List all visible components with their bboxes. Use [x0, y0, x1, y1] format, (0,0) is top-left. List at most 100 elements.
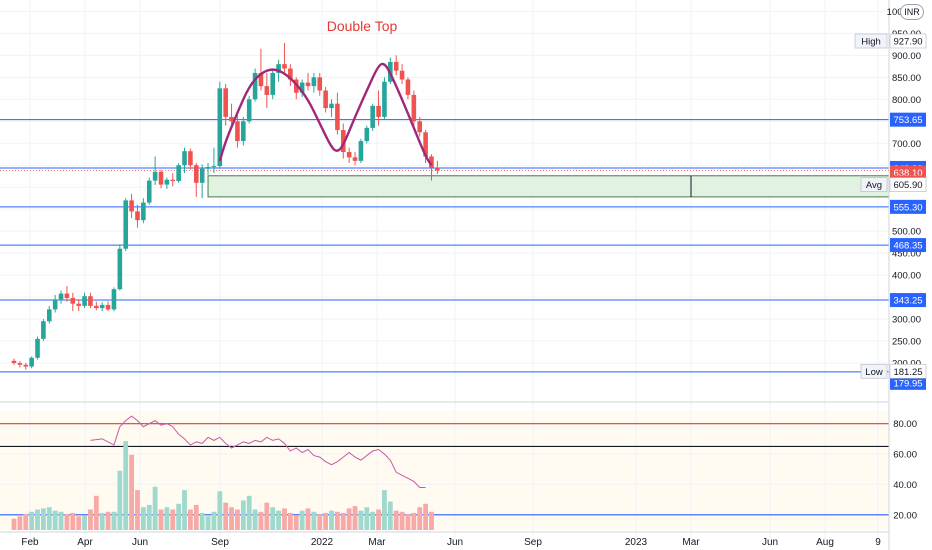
volume-bar: [235, 509, 240, 530]
volume-bar: [193, 504, 199, 530]
volume-bar: [129, 454, 134, 530]
price-tag: 179.95: [890, 375, 926, 390]
candle-body: [211, 166, 217, 168]
price-tag-box: [890, 112, 926, 127]
candle-body: [41, 321, 46, 339]
double-top-curve: [218, 62, 433, 166]
candle-body: [123, 200, 129, 249]
price-tag-box: [890, 238, 926, 253]
volume-bar: [358, 510, 364, 530]
volume-bar: [323, 512, 329, 530]
price-tag: High 927.90: [854, 33, 927, 49]
candle-body: [117, 248, 123, 290]
candle-body: [246, 99, 252, 122]
volume-bar: [264, 502, 270, 530]
volume-bar: [287, 512, 293, 530]
candle-body: [152, 171, 158, 181]
volume-bar: [317, 514, 323, 530]
price-tag-value: 555.30: [893, 202, 922, 213]
volume-bar: [105, 511, 111, 530]
volume-bar: [88, 509, 93, 530]
volume-bar: [158, 509, 164, 530]
price-tag: Avg 605.90: [860, 177, 927, 192]
candle-body: [217, 88, 223, 167]
candle-body: [411, 94, 417, 122]
x-tick-label: 2022: [311, 537, 334, 548]
volume-bar: [11, 518, 17, 530]
support-zone-box: [207, 175, 890, 198]
volume-bar: [417, 507, 423, 530]
candle-body: [82, 296, 87, 306]
price-tag: 468.35: [890, 238, 926, 253]
volume-bar: [293, 515, 299, 530]
volume-bar: [164, 507, 170, 530]
volume-bar: [282, 508, 287, 530]
volume-bar: [229, 507, 234, 530]
volume-bar: [411, 512, 417, 530]
candle-body: [70, 297, 76, 304]
candle-body: [193, 165, 199, 183]
volume-bar: [76, 516, 82, 530]
candle-body: [88, 296, 93, 306]
volume-bar: [393, 510, 399, 530]
volume-bar: [252, 509, 258, 530]
rsi-line: [90, 415, 426, 488]
support-zone: [207, 175, 890, 198]
volume-bar: [64, 514, 70, 530]
candle-body: [241, 121, 246, 142]
rsi-tick-label: 80.00: [893, 419, 917, 430]
price-tag-label: Low: [865, 367, 883, 378]
candle-body: [176, 165, 181, 182]
candle-body: [146, 180, 152, 203]
candle-body: [170, 179, 176, 182]
volume-bar: [176, 503, 182, 530]
volume-bar: [117, 470, 123, 530]
price-tag-label: High: [861, 37, 881, 48]
candle-body: [99, 305, 105, 309]
price-tag-value: 343.25: [893, 296, 922, 307]
candle-body: [229, 116, 234, 122]
volume-bar: [199, 512, 205, 530]
candle-body: [276, 64, 281, 73]
candles: [11, 43, 440, 370]
x-tick-label: Jun: [447, 537, 463, 548]
volume-bar: [370, 511, 376, 530]
candle-body: [11, 360, 17, 364]
y-tick-label: 300.00: [892, 315, 921, 326]
candle-body: [141, 202, 146, 221]
volume-bar: [170, 509, 176, 530]
candle-body: [235, 121, 240, 142]
x-tick-label: Jun: [762, 537, 778, 548]
candle-body: [17, 363, 23, 365]
price-tag-label: Avg: [866, 180, 882, 191]
candle-body: [35, 338, 40, 358]
candle-body: [29, 357, 34, 367]
volume-bar: [41, 508, 46, 530]
volume-bar: [99, 512, 105, 530]
rsi-axis-labels: 80.00 60.00 40.00 20.00: [893, 419, 917, 521]
volume-bar: [17, 516, 23, 530]
candle-body: [311, 77, 317, 87]
volume-bar: [405, 514, 411, 530]
volume-bar: [423, 503, 428, 530]
price-tag-label-box: [860, 177, 888, 192]
candle-body: [105, 305, 111, 310]
volume-bar: [93, 495, 99, 530]
candle-body: [299, 82, 305, 93]
candle-body: [329, 103, 334, 109]
volume-bar: [335, 511, 340, 530]
candle-body: [182, 151, 187, 166]
candle-body: [323, 90, 328, 109]
y-tick-label: 800.00: [892, 95, 921, 106]
candle-body: [364, 127, 370, 142]
price-tags: 753.65643.80638.102d 1h555.30468.35343.2…: [854, 33, 927, 390]
x-tick-label: Feb: [21, 537, 39, 548]
x-tick-label: 9: [875, 537, 881, 548]
price-tag-label-box: [860, 363, 888, 379]
candle-body: [429, 156, 434, 168]
currency-badge[interactable]: INR: [900, 4, 924, 20]
volume-bar: [188, 509, 193, 530]
volume-bar: [276, 510, 281, 530]
x-tick-label: Apr: [77, 537, 93, 548]
